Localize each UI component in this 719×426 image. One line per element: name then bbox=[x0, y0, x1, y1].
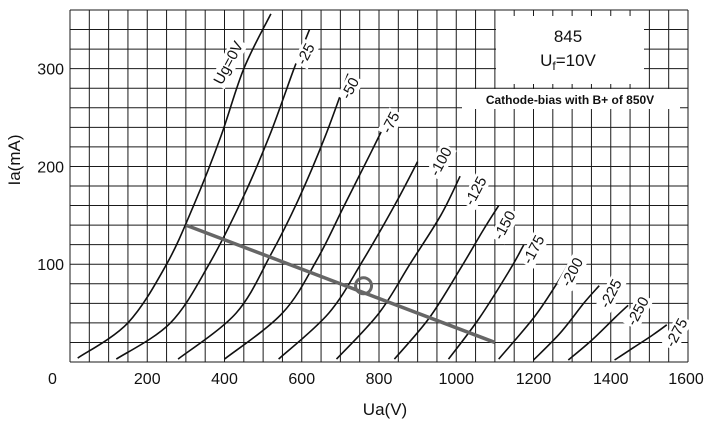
x-tick-label: 1200 bbox=[516, 371, 552, 388]
x-tick-label: 0 bbox=[48, 371, 57, 388]
info-box bbox=[496, 16, 644, 84]
chart-title: 845 bbox=[554, 27, 582, 46]
y-tick-label: 300 bbox=[37, 62, 64, 79]
x-tick-label: 1600 bbox=[668, 371, 704, 388]
curve-series-2 bbox=[177, 73, 349, 360]
curve-label-bg bbox=[292, 38, 320, 70]
curve-series-3 bbox=[224, 112, 392, 360]
y-axis-title: Ia(mA) bbox=[5, 135, 24, 186]
load-line bbox=[185, 223, 496, 345]
x-tick-label: 1000 bbox=[438, 371, 474, 388]
x-tick-label: 200 bbox=[134, 371, 161, 388]
curve-series-0 bbox=[77, 13, 272, 359]
filament-voltage: Uf=10V bbox=[540, 51, 596, 73]
x-tick-label: 600 bbox=[288, 371, 315, 388]
curve-series-9 bbox=[532, 285, 600, 361]
curve-label-bg bbox=[557, 253, 589, 292]
curve-series-5 bbox=[335, 175, 461, 360]
x-tick-label: 1400 bbox=[593, 371, 629, 388]
curve-label-bg bbox=[518, 230, 550, 269]
annotation-box bbox=[462, 89, 680, 109]
curve-series-4 bbox=[278, 161, 419, 360]
operating-point bbox=[354, 276, 374, 296]
load-line-group bbox=[185, 223, 496, 345]
y-tick-label: 100 bbox=[37, 257, 64, 274]
curve-label-bg bbox=[595, 274, 627, 313]
curve-label-bg bbox=[209, 36, 249, 90]
curves bbox=[77, 13, 668, 361]
x-tick-label: 400 bbox=[211, 371, 238, 388]
curve-series-1 bbox=[115, 29, 311, 360]
curve-label-bg bbox=[336, 73, 365, 104]
curve-label-bg bbox=[489, 206, 521, 245]
curve-label-bg bbox=[460, 172, 492, 211]
x-tick-label: 800 bbox=[366, 371, 393, 388]
curve-label-bg bbox=[425, 142, 457, 181]
curve-series-6 bbox=[393, 205, 500, 360]
curve-series-10 bbox=[567, 304, 629, 361]
curve-label-bg bbox=[622, 292, 654, 331]
curve-series-7 bbox=[447, 244, 525, 360]
axis-ticks: 0 200 400 600 800 1000 1200 1400 1600 100 200 300 bbox=[37, 62, 704, 388]
y-tick-label: 200 bbox=[37, 159, 64, 176]
curve-label-bg bbox=[377, 107, 405, 139]
curve-label-bg bbox=[661, 313, 693, 352]
curve-label: Ug=0V bbox=[210, 39, 247, 88]
curve-series-11 bbox=[614, 324, 668, 361]
x-axis-title: Ua(V) bbox=[363, 400, 407, 419]
cathode-bias-note: Cathode-bias with B+ of 850V bbox=[486, 93, 654, 107]
